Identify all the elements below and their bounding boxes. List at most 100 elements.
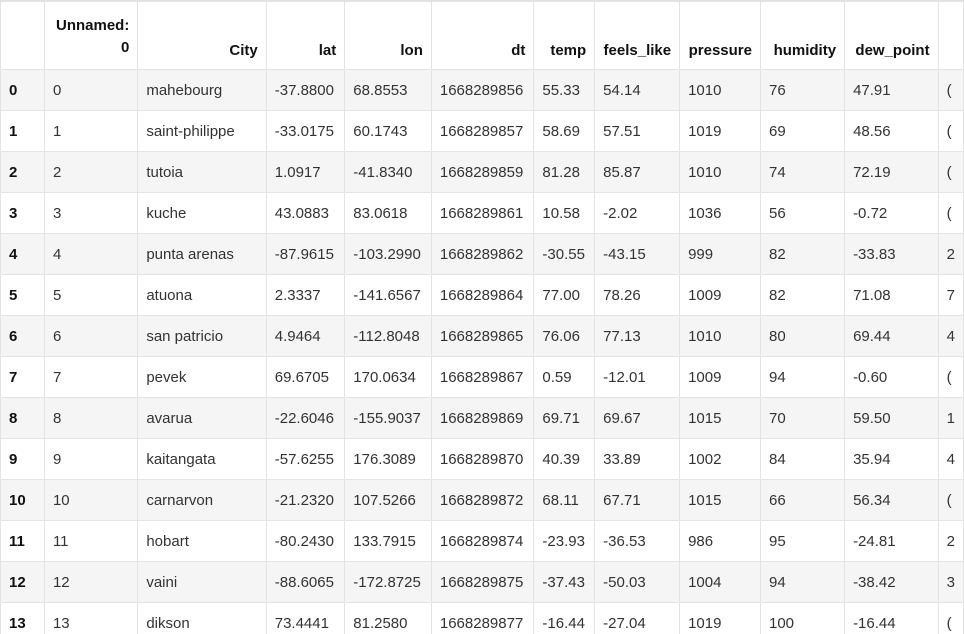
header-index bbox=[0, 1, 45, 70]
cell-humidity: 76 bbox=[759, 69, 846, 111]
cell-pressure: 986 bbox=[679, 520, 761, 562]
cell-dew-point: 71.08 bbox=[844, 274, 939, 316]
table-row: 5 5 atuona 2.3337 -141.6567 1668289864 77.00 78… bbox=[0, 274, 964, 316]
cell-dt: 1668289861 bbox=[430, 192, 535, 234]
cell-feels-like: 54.14 bbox=[594, 69, 681, 111]
cell-dt: 1668289874 bbox=[430, 520, 535, 562]
cell-lat: -33.0175 bbox=[265, 110, 346, 152]
cell-city: san patricio bbox=[137, 315, 267, 357]
table-body: 0 0 mahebourg -37.8800 68.8553 1668289856 55.3… bbox=[0, 69, 964, 634]
cell-pressure: 1015 bbox=[679, 479, 761, 521]
cell-unnamed: 3 bbox=[43, 192, 139, 234]
cell-lon: -103.2990 bbox=[344, 233, 432, 275]
header-dew-point: dew_point bbox=[844, 1, 939, 70]
row-index: 10 bbox=[0, 479, 45, 521]
cell-pressure: 1010 bbox=[679, 69, 761, 111]
cell-feels-like: -12.01 bbox=[594, 356, 681, 398]
cell-unnamed: 9 bbox=[43, 438, 139, 480]
cell-city: punta arenas bbox=[137, 233, 267, 275]
cell-lon: 81.2580 bbox=[344, 602, 432, 634]
cell-unnamed: 11 bbox=[43, 520, 139, 562]
cell-lon: 176.3089 bbox=[344, 438, 432, 480]
cell-pressure: 1036 bbox=[679, 192, 761, 234]
cell-city: mahebourg bbox=[137, 69, 267, 111]
cell-humidity: 100 bbox=[759, 602, 846, 634]
header-dt: dt bbox=[430, 1, 535, 70]
header-lat: lat bbox=[265, 1, 346, 70]
cell-city: vaini bbox=[137, 561, 267, 603]
cell-feels-like: -2.02 bbox=[594, 192, 681, 234]
cell-unnamed: 12 bbox=[43, 561, 139, 603]
cell-lat: 43.0883 bbox=[265, 192, 346, 234]
cell-unnamed: 5 bbox=[43, 274, 139, 316]
cell-extra: 7 bbox=[937, 274, 964, 316]
cell-pressure: 1019 bbox=[679, 602, 761, 634]
header-city: City bbox=[137, 1, 267, 70]
row-index: 3 bbox=[0, 192, 45, 234]
cell-dew-point: 35.94 bbox=[844, 438, 939, 480]
cell-extra: ( bbox=[937, 192, 964, 234]
cell-feels-like: 67.71 bbox=[594, 479, 681, 521]
cell-humidity: 84 bbox=[759, 438, 846, 480]
cell-dew-point: 72.19 bbox=[844, 151, 939, 193]
cell-pressure: 1009 bbox=[679, 274, 761, 316]
cell-lat: -37.8800 bbox=[265, 69, 346, 111]
row-index: 5 bbox=[0, 274, 45, 316]
cell-unnamed: 10 bbox=[43, 479, 139, 521]
cell-feels-like: 78.26 bbox=[594, 274, 681, 316]
row-index: 9 bbox=[0, 438, 45, 480]
cell-temp: 40.39 bbox=[533, 438, 596, 480]
cell-unnamed: 0 bbox=[43, 69, 139, 111]
cell-dew-point: 59.50 bbox=[844, 397, 939, 439]
cell-lat: -57.6255 bbox=[265, 438, 346, 480]
cell-dt: 1668289867 bbox=[430, 356, 535, 398]
cell-extra: 4 bbox=[937, 438, 964, 480]
cell-lat: 2.3337 bbox=[265, 274, 346, 316]
cell-unnamed: 1 bbox=[43, 110, 139, 152]
cell-pressure: 1010 bbox=[679, 315, 761, 357]
table-row: 8 8 avarua -22.6046 -155.9037 1668289869 69.71… bbox=[0, 397, 964, 439]
cell-feels-like: 33.89 bbox=[594, 438, 681, 480]
cell-dew-point: -0.72 bbox=[844, 192, 939, 234]
cell-humidity: 74 bbox=[759, 151, 846, 193]
cell-city: avarua bbox=[137, 397, 267, 439]
cell-lat: 4.9464 bbox=[265, 315, 346, 357]
cell-feels-like: 57.51 bbox=[594, 110, 681, 152]
cell-city: kaitangata bbox=[137, 438, 267, 480]
cell-humidity: 94 bbox=[759, 356, 846, 398]
cell-humidity: 69 bbox=[759, 110, 846, 152]
cell-extra: ( bbox=[937, 110, 964, 152]
cell-temp: -16.44 bbox=[533, 602, 596, 634]
table-row: 3 3 kuche 43.0883 83.0618 1668289861 10.58 -2.0… bbox=[0, 192, 964, 234]
cell-dt: 1668289869 bbox=[430, 397, 535, 439]
cell-feels-like: 85.87 bbox=[594, 151, 681, 193]
header-extra bbox=[937, 1, 964, 70]
cell-dt: 1668289877 bbox=[430, 602, 535, 634]
cell-unnamed: 2 bbox=[43, 151, 139, 193]
cell-dt: 1668289875 bbox=[430, 561, 535, 603]
cell-temp: 68.11 bbox=[533, 479, 596, 521]
cell-city: tutoia bbox=[137, 151, 267, 193]
cell-lon: 83.0618 bbox=[344, 192, 432, 234]
cell-temp: -30.55 bbox=[533, 233, 596, 275]
cell-temp: 58.69 bbox=[533, 110, 596, 152]
cell-lat: 73.4441 bbox=[265, 602, 346, 634]
table-row: 6 6 san patricio 4.9464 -112.8048 1668289865 7… bbox=[0, 315, 964, 357]
cell-city: carnarvon bbox=[137, 479, 267, 521]
table-row: 11 11 hobart -80.2430 133.7915 1668289874 -23.… bbox=[0, 520, 964, 562]
cell-lon: -172.8725 bbox=[344, 561, 432, 603]
header-unnamed-0: Unnamed: 0 bbox=[43, 1, 139, 70]
scrollbar[interactable] bbox=[954, 1, 964, 634]
cell-temp: 10.58 bbox=[533, 192, 596, 234]
cell-humidity: 56 bbox=[759, 192, 846, 234]
cell-feels-like: -43.15 bbox=[594, 233, 681, 275]
cell-lat: 69.6705 bbox=[265, 356, 346, 398]
table-row: 10 10 carnarvon -21.2320 107.5266 1668289872 6… bbox=[0, 479, 964, 521]
header-temp: temp bbox=[533, 1, 596, 70]
table-row: 7 7 pevek 69.6705 170.0634 1668289867 0.59 -12.… bbox=[0, 356, 964, 398]
cell-lat: 1.0917 bbox=[265, 151, 346, 193]
cell-lon: -112.8048 bbox=[344, 315, 432, 357]
cell-dt: 1668289870 bbox=[430, 438, 535, 480]
